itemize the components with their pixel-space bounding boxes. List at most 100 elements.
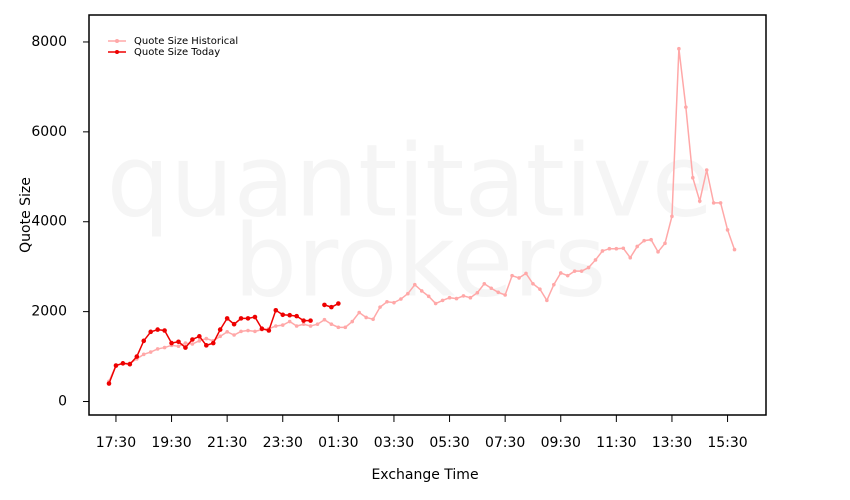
data-point <box>364 315 368 320</box>
data-point <box>322 317 327 322</box>
data-point <box>343 325 348 330</box>
data-point <box>162 345 167 350</box>
data-point <box>684 105 688 109</box>
data-point <box>308 324 313 328</box>
data-point <box>413 282 417 287</box>
data-point <box>280 323 285 327</box>
x-tick-label: 01:30 <box>318 435 358 451</box>
x-tick-label: 15:30 <box>707 435 747 451</box>
data-point <box>238 316 244 321</box>
data-point <box>239 329 243 334</box>
data-point <box>232 333 236 337</box>
data-point <box>231 321 237 327</box>
x-tick-label: 21:30 <box>207 435 247 451</box>
plot-frame <box>88 14 767 416</box>
y-tick-label: 2000 <box>31 304 67 320</box>
data-point <box>697 199 702 203</box>
data-point <box>176 344 181 349</box>
data-point <box>301 322 306 327</box>
data-point <box>704 168 709 172</box>
data-point <box>329 304 334 310</box>
data-point <box>371 317 375 322</box>
data-point <box>607 246 612 251</box>
data-point <box>711 201 716 205</box>
data-point <box>197 334 202 339</box>
watermark: brokers <box>234 202 607 319</box>
data-point <box>406 291 410 296</box>
data-point <box>725 228 730 232</box>
data-point <box>141 352 146 357</box>
data-point <box>218 334 222 339</box>
data-point <box>357 310 362 315</box>
data-point <box>545 298 549 303</box>
data-point <box>565 273 570 278</box>
x-tick-label: 17:30 <box>96 435 136 451</box>
data-point <box>273 307 279 313</box>
data-point <box>670 214 674 219</box>
data-point <box>663 241 667 246</box>
data-point <box>718 201 723 205</box>
data-point <box>593 258 598 262</box>
x-tick-label: 19:30 <box>151 435 191 451</box>
data-point <box>113 363 119 368</box>
data-point <box>336 301 341 306</box>
watermark: quantitative <box>107 122 714 239</box>
data-point <box>127 361 133 367</box>
data-point <box>190 342 195 346</box>
data-point <box>274 324 278 328</box>
legend-marker <box>115 50 119 54</box>
data-point <box>322 302 327 308</box>
data-point <box>378 305 382 309</box>
data-point <box>475 290 480 295</box>
x-tick-label: 11:30 <box>596 435 636 451</box>
data-point <box>433 301 438 306</box>
data-point <box>524 271 528 276</box>
data-point <box>489 286 494 291</box>
data-point <box>732 247 737 252</box>
data-point <box>155 347 160 351</box>
data-point <box>635 244 639 249</box>
legend-label: Quote Size Historical <box>134 36 238 47</box>
data-point <box>350 319 355 324</box>
data-point <box>148 350 153 354</box>
data-point <box>190 337 195 342</box>
data-point <box>120 361 126 366</box>
data-point <box>482 281 487 286</box>
data-point <box>308 318 313 323</box>
data-point <box>642 238 646 243</box>
data-point <box>197 339 202 343</box>
data-point <box>329 322 334 327</box>
data-point <box>183 341 188 345</box>
data-point <box>419 289 424 293</box>
x-axis-label: Exchange Time <box>371 467 478 483</box>
data-point <box>301 318 306 323</box>
x-tick-label: 23:30 <box>263 435 303 451</box>
data-point <box>225 330 229 334</box>
y-tick-label: 6000 <box>31 124 67 140</box>
data-point <box>454 296 459 301</box>
data-point <box>426 294 431 299</box>
data-point <box>447 295 452 300</box>
y-tick-label: 0 <box>58 394 67 410</box>
x-tick-label: 05:30 <box>429 435 469 451</box>
data-point <box>677 46 681 51</box>
data-point <box>134 354 140 359</box>
data-point <box>148 329 153 335</box>
data-point <box>252 314 258 320</box>
data-point <box>106 381 112 386</box>
data-point <box>572 269 577 273</box>
data-point <box>531 281 535 286</box>
x-tick-label: 07:30 <box>485 435 525 451</box>
data-point <box>656 250 660 254</box>
data-point <box>579 269 584 273</box>
data-point <box>461 294 466 298</box>
data-point <box>691 175 695 180</box>
data-point <box>183 345 188 350</box>
data-point <box>517 276 521 280</box>
data-point <box>253 329 257 334</box>
data-point <box>503 293 507 297</box>
data-point <box>538 287 542 291</box>
data-point <box>141 338 147 344</box>
